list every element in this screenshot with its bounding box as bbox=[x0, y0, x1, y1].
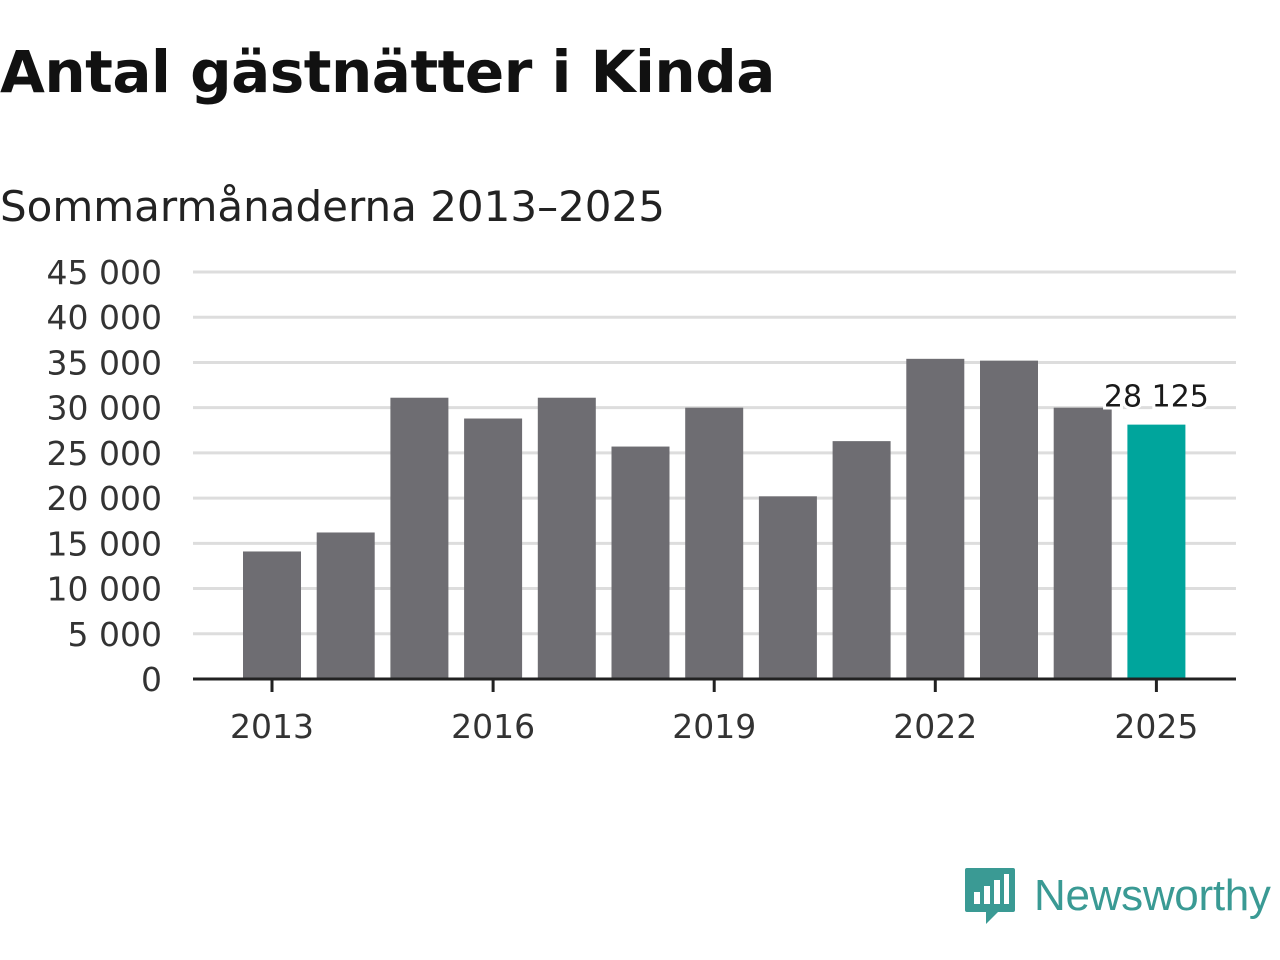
y-tick-label: 45 000 bbox=[47, 253, 162, 292]
y-tick-label: 15 000 bbox=[47, 524, 162, 563]
brand-logo: Newsworthy bbox=[964, 866, 1271, 926]
y-tick-label: 0 bbox=[141, 660, 162, 699]
x-tick-label: 2016 bbox=[451, 707, 535, 746]
y-tick-label: 25 000 bbox=[47, 434, 162, 473]
bar-2016 bbox=[464, 418, 523, 679]
bar-2018 bbox=[611, 446, 670, 679]
axes bbox=[193, 677, 1236, 692]
bar-2022 bbox=[906, 358, 965, 679]
x-tick-label: 2019 bbox=[672, 707, 756, 746]
chart-subtitle: Sommarmånaderna 2013–2025 bbox=[0, 182, 665, 231]
bar-2015 bbox=[390, 397, 449, 679]
data-label: 28 125 bbox=[1104, 380, 1209, 415]
brand-name: Newsworthy bbox=[1034, 871, 1271, 920]
y-tick-label: 40 000 bbox=[47, 298, 162, 337]
y-tick-label: 30 000 bbox=[47, 389, 162, 428]
newsworthy-logo-icon bbox=[965, 868, 1015, 924]
bar-2024 bbox=[1053, 407, 1112, 679]
bar-2020 bbox=[758, 496, 817, 679]
bar-2023 bbox=[980, 360, 1038, 679]
y-tick-label: 20 000 bbox=[47, 479, 162, 518]
y-tick-label: 5 000 bbox=[68, 615, 162, 654]
y-tick-label: 10 000 bbox=[47, 570, 162, 609]
bar-2019 bbox=[685, 407, 744, 679]
y-tick-label: 35 000 bbox=[47, 343, 162, 382]
bar-2021 bbox=[832, 441, 891, 679]
bars bbox=[243, 358, 1186, 679]
x-tick-label: 2025 bbox=[1114, 707, 1198, 746]
bar-2025 bbox=[1127, 424, 1186, 679]
x-tick-label: 2022 bbox=[893, 707, 977, 746]
labels: 0 5 000 10 000 15 000 20 000 25 000 30 000 35 0… bbox=[47, 253, 1212, 746]
x-tick-label: 2013 bbox=[230, 707, 314, 746]
bar-2017 bbox=[537, 397, 596, 679]
bar-2014 bbox=[316, 532, 375, 679]
bar-2013 bbox=[243, 551, 301, 679]
chart-title: Antal gästnätter i Kinda bbox=[0, 38, 775, 106]
